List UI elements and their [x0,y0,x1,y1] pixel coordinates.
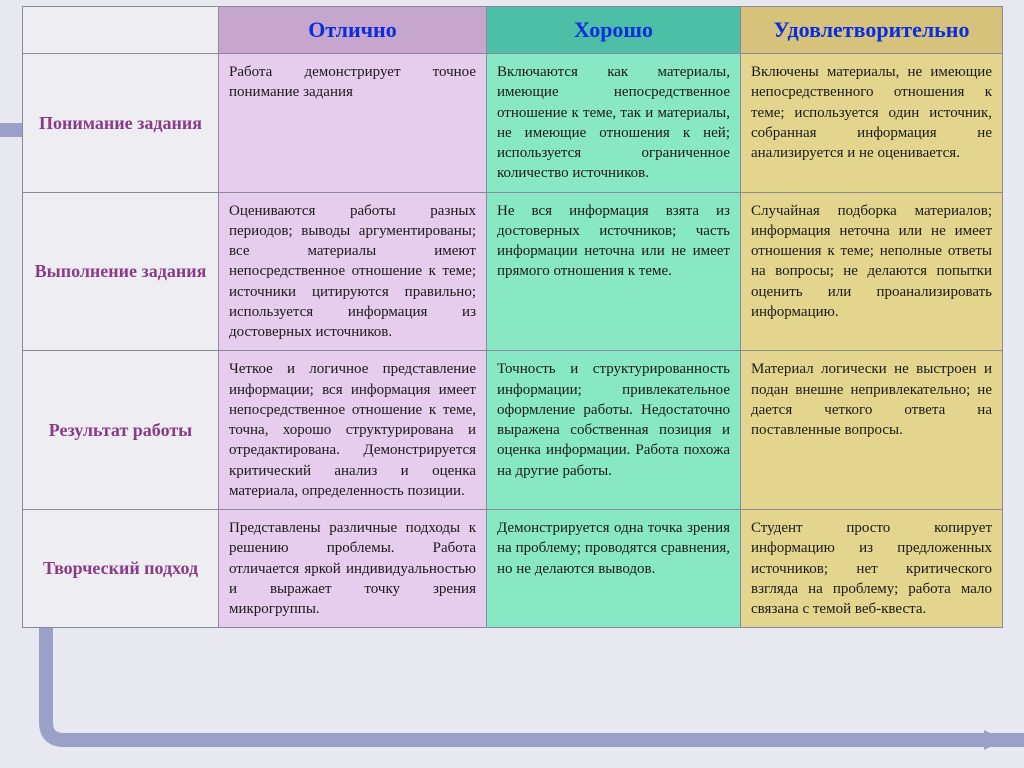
rubric-table: Отлично Хорошо Удовлетворительно Пониман… [22,6,1003,628]
cell-creative-good: Демонстрируется одна точка зрения на про… [487,510,741,628]
header-row: Отлично Хорошо Удовлетворительно [23,7,1003,54]
row-header-execution: Выполнение задания [23,192,219,351]
cell-creative-satisfactory: Студент просто копирует информацию из пр… [741,510,1003,628]
cell-execution-excellent: Оцениваются работы разных периодов; выво… [219,192,487,351]
column-header-excellent: Отлично [219,7,487,54]
row-header-creative: Творческий подход [23,510,219,628]
header-corner [23,7,219,54]
table-row: Понимание задания Работа демонстрирует т… [23,54,1003,193]
table-row: Выполнение задания Оцениваются работы ра… [23,192,1003,351]
cell-understanding-excellent: Работа демонстрирует точное понимание за… [219,54,487,193]
cell-understanding-satisfactory: Включены материалы, не имеющие непосредс… [741,54,1003,193]
cell-result-good: Точность и структурированность информаци… [487,351,741,510]
cell-execution-satisfactory: Случайная подборка материа­лов; информац… [741,192,1003,351]
table-row: Результат работы Четкое и логичное предс… [23,351,1003,510]
column-header-satisfactory: Удовлетворительно [741,7,1003,54]
slide: Отлично Хорошо Удовлетворительно Пониман… [0,0,1024,768]
row-header-result: Результат работы [23,351,219,510]
row-header-understanding: Понимание задания [23,54,219,193]
cell-execution-good: Не вся информация взята из достоверных и… [487,192,741,351]
cell-result-satisfactory: Материал логически не выстроен и подан в… [741,351,1003,510]
cell-result-excellent: Четкое и логичное представле­ние информа… [219,351,487,510]
cell-understanding-good: Включаются как материалы, имеющие непоср… [487,54,741,193]
column-header-good: Хорошо [487,7,741,54]
cell-creative-excellent: Представлены различные подхо­ды к решени… [219,510,487,628]
table-row: Творческий подход Представлены различные… [23,510,1003,628]
